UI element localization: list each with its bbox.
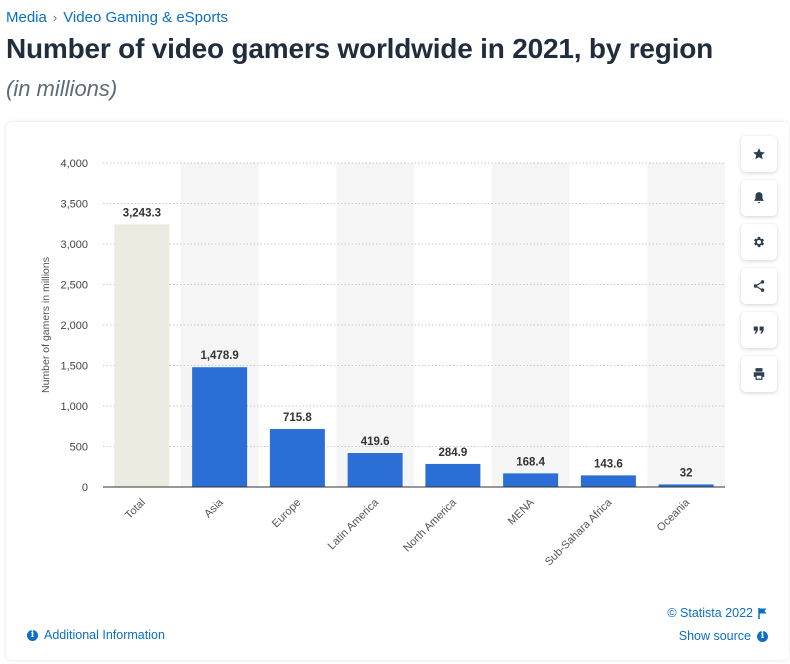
show-source-link[interactable]: Show source i [679, 629, 768, 643]
breadcrumb: Media › Video Gaming & eSports [6, 9, 228, 26]
y-tick-label: 2,500 [60, 280, 88, 292]
star-icon [753, 148, 765, 160]
additional-information-link[interactable]: i Additional Information [27, 628, 165, 642]
y-tick-label: 0 [82, 482, 88, 494]
bar-latin-america [347, 453, 403, 487]
settings-button[interactable] [741, 224, 777, 260]
x-tick-label: MENA [506, 496, 537, 527]
info-icon: i [27, 629, 38, 641]
x-tick-label: Oceania [655, 496, 693, 534]
copyright-label: © Statista 2022 [667, 606, 753, 620]
x-tick-label: North America [401, 496, 459, 554]
data-label: 168.4 [516, 456, 545, 468]
notification-button[interactable] [741, 180, 777, 216]
data-label: 143.6 [594, 458, 623, 470]
y-axis-label: Number of gamers in millions [40, 257, 52, 393]
x-tick-label: Asia [202, 496, 226, 520]
print-button[interactable] [741, 356, 777, 392]
breadcrumb-item-video-gaming[interactable]: Video Gaming & eSports [63, 9, 229, 26]
y-tick-label: 1,500 [60, 361, 88, 373]
data-label: 715.8 [283, 412, 312, 424]
bar-oceania [658, 484, 714, 487]
copyright-link[interactable]: © Statista 2022 [667, 606, 768, 620]
bar-mena [503, 473, 559, 487]
x-tick-label: Europe [270, 497, 304, 531]
bar-north-america [425, 463, 481, 487]
bar-sub-sahara-africa [580, 475, 636, 487]
x-tick-label: Latin America [326, 496, 382, 552]
share-button[interactable] [741, 268, 777, 304]
show-source-label: Show source [678, 629, 751, 643]
y-tick-label: 4,000 [60, 158, 88, 170]
data-label: 3,243.3 [123, 207, 161, 219]
quote-icon [753, 326, 764, 334]
y-tick-label: 2,000 [60, 320, 88, 332]
chart-toolbar [741, 136, 777, 392]
breadcrumb-item-media[interactable]: Media [6, 9, 47, 26]
gear-icon [753, 236, 765, 248]
favorite-button[interactable] [741, 136, 777, 172]
cite-button[interactable] [741, 312, 777, 348]
info-icon: i [757, 630, 768, 642]
y-tick-label: 500 [70, 442, 88, 454]
bar-europe [269, 429, 325, 487]
print-icon [753, 368, 765, 380]
bar-total [114, 224, 170, 487]
share-icon [753, 280, 765, 292]
data-label: 419.6 [361, 436, 390, 448]
flag-icon [758, 607, 767, 619]
bell-icon [754, 192, 764, 204]
y-tick-label: 3,500 [60, 199, 88, 211]
y-tick-label: 3,000 [60, 239, 88, 251]
y-tick-label: 1,000 [60, 401, 88, 413]
page-title: Number of video gamers worldwide in 2021… [6, 33, 714, 64]
page-subtitle: (in millions) [6, 76, 118, 101]
x-tick-label: Sub-Sahara Africa [543, 496, 615, 568]
data-label: 1,478.9 [200, 350, 238, 362]
bar-asia [192, 367, 248, 487]
x-tick-label: Total [123, 497, 148, 522]
additional-information-label: Additional Information [44, 628, 165, 642]
data-label: 32 [680, 467, 693, 479]
data-label: 284.9 [438, 447, 467, 459]
breadcrumb-separator: › [52, 10, 58, 25]
